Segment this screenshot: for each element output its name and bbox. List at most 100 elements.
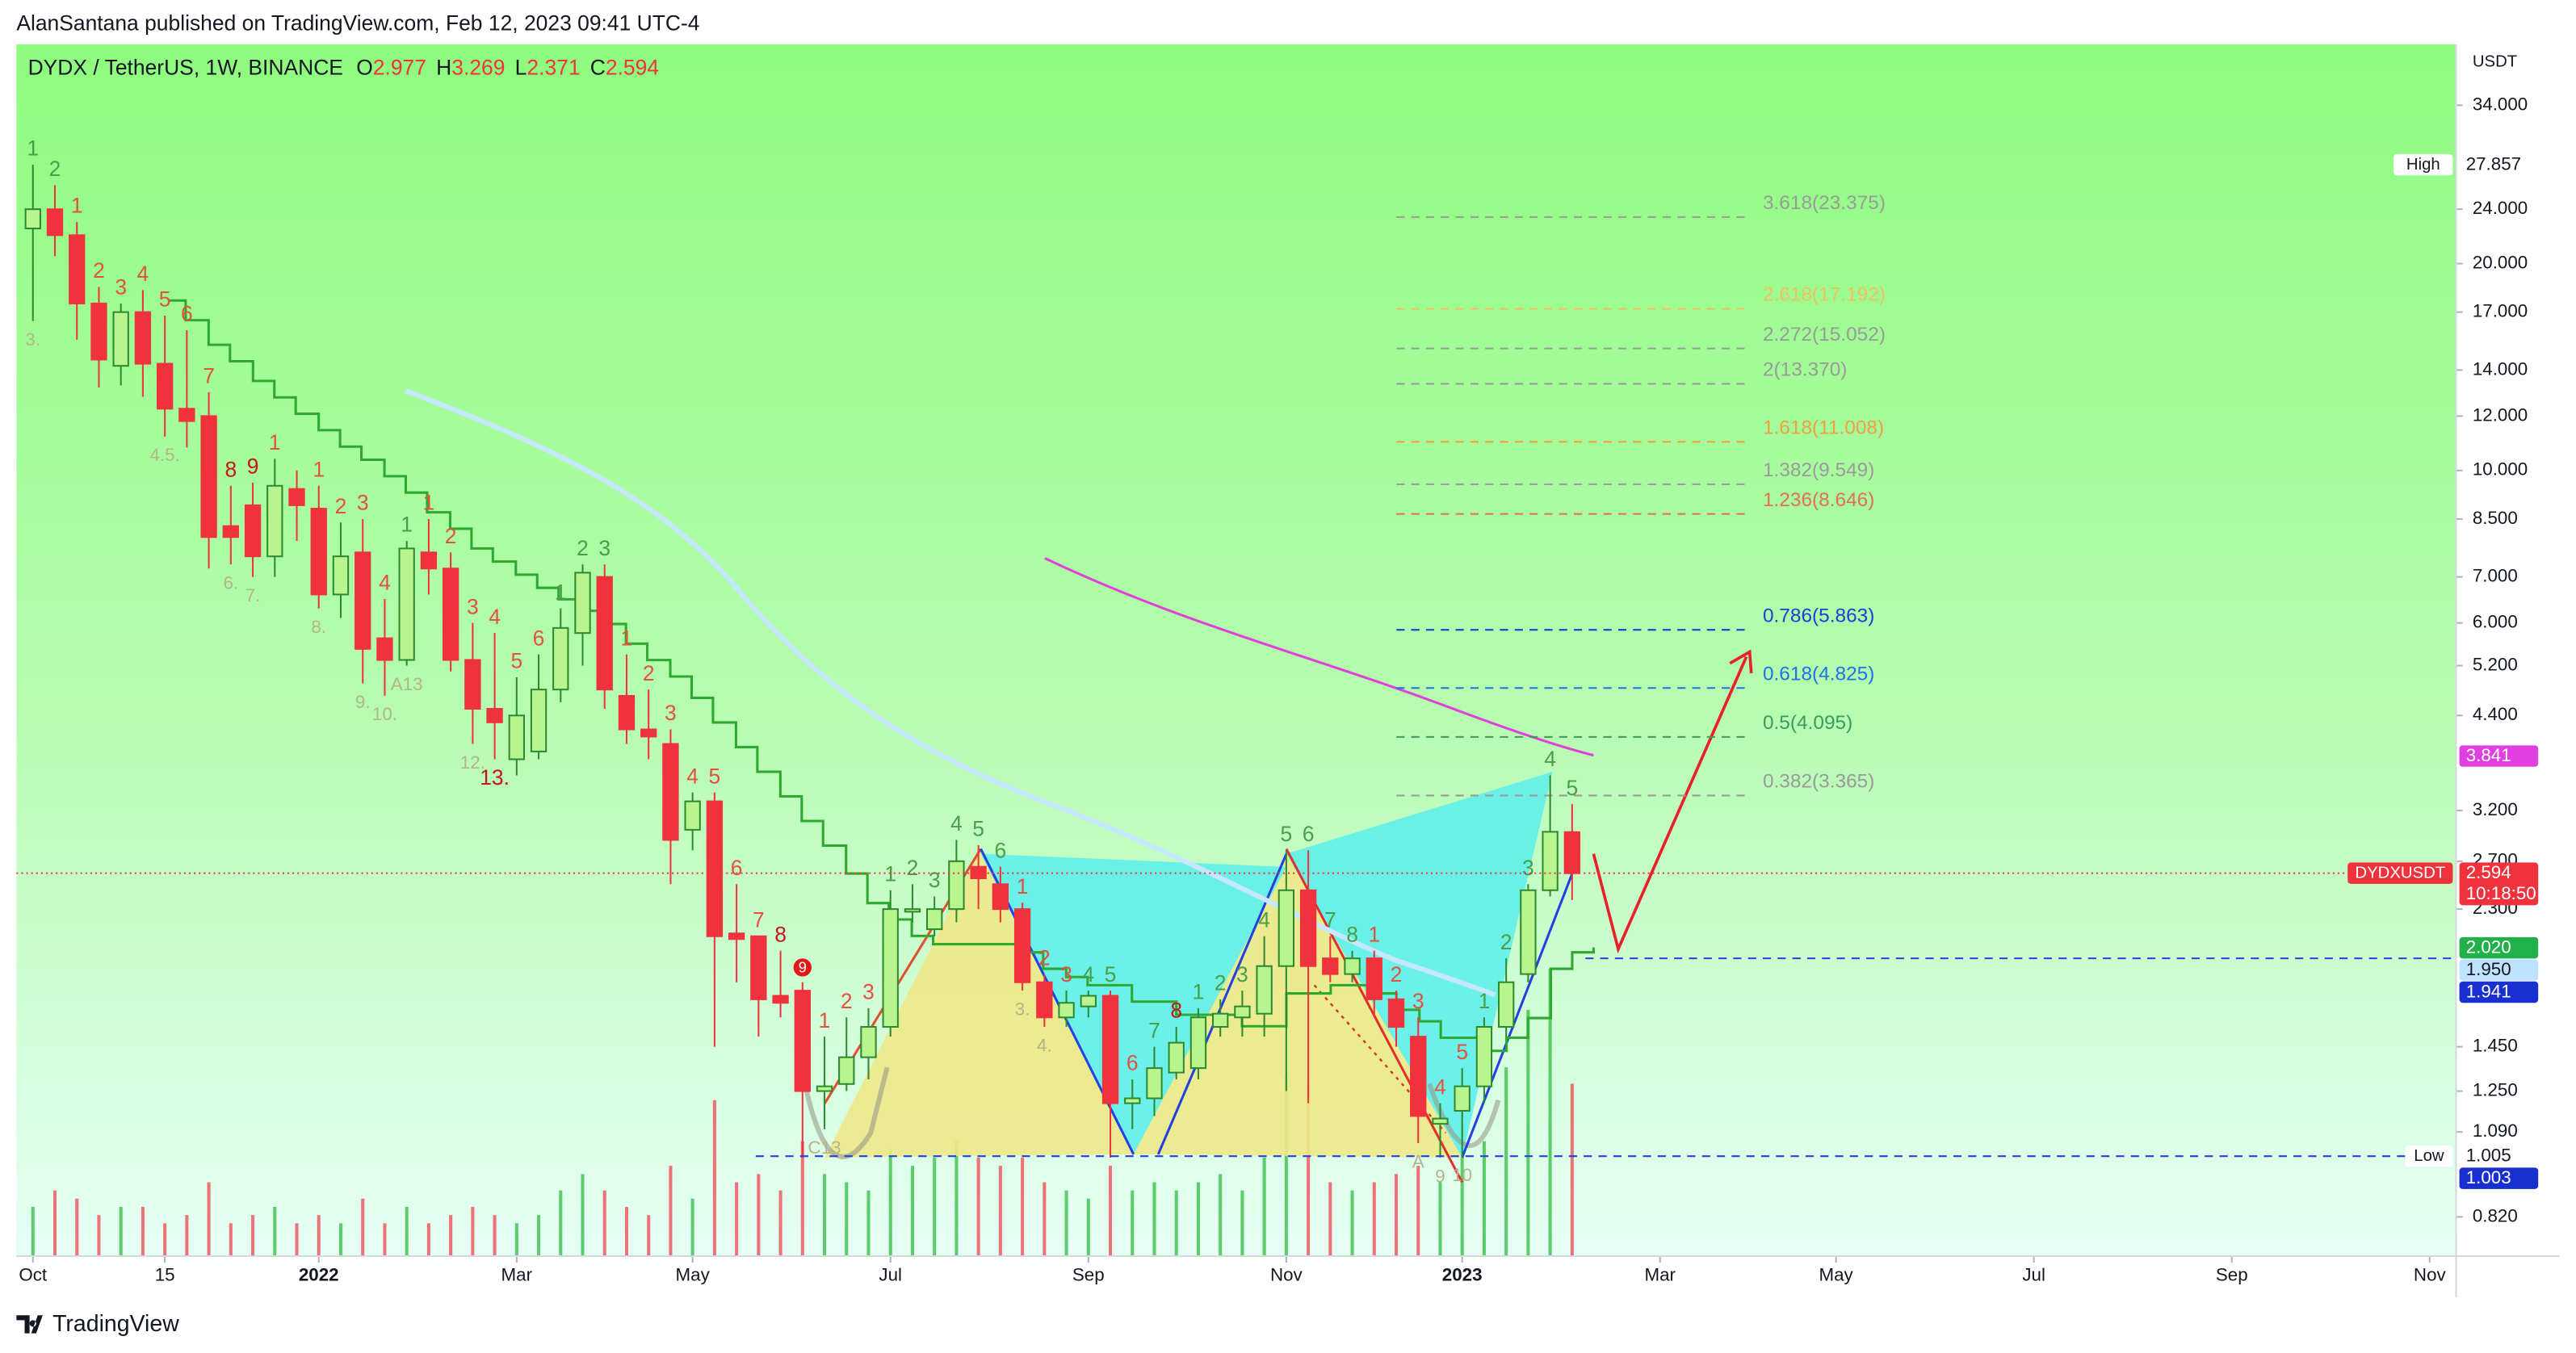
logo bbox=[16, 1315, 43, 1334]
volume-bar bbox=[185, 1215, 189, 1256]
volume-bar bbox=[910, 1166, 914, 1256]
count-label: 1 bbox=[621, 626, 633, 650]
count-label: 6 bbox=[1303, 822, 1315, 846]
candle-body bbox=[1234, 1005, 1251, 1019]
count-label: 5 bbox=[709, 764, 721, 788]
fib-label: 0.382(3.365) bbox=[1763, 771, 1874, 793]
count-label: 6 bbox=[731, 856, 743, 880]
volume-bar bbox=[229, 1223, 233, 1256]
count-label: 1 bbox=[884, 861, 896, 886]
volume-bar bbox=[1394, 1174, 1399, 1256]
volume-bar bbox=[163, 1223, 167, 1256]
candle-body bbox=[772, 995, 789, 1004]
volume-bar bbox=[735, 1182, 739, 1256]
count-label: 3 bbox=[1236, 962, 1248, 986]
candle-body bbox=[904, 908, 921, 913]
volume-bar bbox=[31, 1206, 35, 1256]
pattern-fill bbox=[1286, 771, 1553, 1158]
count-label: 4 bbox=[379, 571, 391, 595]
volume-bar bbox=[669, 1166, 673, 1256]
count-label: 5 bbox=[510, 649, 522, 673]
candle-body bbox=[794, 990, 811, 1092]
count-label: 10 bbox=[1452, 1165, 1472, 1185]
count-label: 1 bbox=[423, 491, 435, 515]
count-label: 3 bbox=[357, 491, 369, 515]
candle-body bbox=[398, 547, 415, 661]
count-label: 2 bbox=[643, 661, 655, 685]
moving-average bbox=[405, 388, 1496, 998]
volume-bar bbox=[1570, 1083, 1574, 1256]
candle-body bbox=[464, 659, 481, 710]
price-tag bbox=[2459, 936, 2539, 959]
volume-bar bbox=[338, 1223, 343, 1256]
wave-line bbox=[1156, 853, 1288, 1155]
fib-label: 2(13.370) bbox=[1763, 359, 1847, 381]
candle-body bbox=[728, 932, 745, 940]
candle-body bbox=[552, 626, 569, 691]
volume-bar bbox=[976, 1157, 980, 1256]
count-label: 1 bbox=[1368, 922, 1380, 946]
y-tick-label: 1.090 bbox=[2473, 1121, 2518, 1141]
volume-bar bbox=[75, 1198, 79, 1256]
volume-bar bbox=[52, 1190, 57, 1256]
candle-body bbox=[838, 1056, 855, 1085]
candle-body bbox=[1344, 957, 1361, 975]
volume-bar bbox=[1372, 1182, 1376, 1256]
volume-bar bbox=[1284, 1075, 1288, 1256]
volume-bar bbox=[1174, 1190, 1178, 1256]
count-label: 7 bbox=[1324, 907, 1336, 932]
price-tag-name-label: Low bbox=[2414, 1147, 2444, 1165]
count-label: 6 bbox=[181, 302, 193, 326]
count-label: 3 bbox=[1060, 962, 1072, 986]
count-badge bbox=[793, 958, 812, 977]
price-tag-label: 1.005 bbox=[2466, 1146, 2511, 1166]
candle-body bbox=[750, 935, 767, 1000]
count-label: 3 bbox=[862, 980, 875, 1004]
count-label: 1 bbox=[1017, 874, 1029, 899]
candle-body bbox=[355, 551, 371, 650]
count-label: 1 bbox=[27, 136, 39, 161]
count-label: 6 bbox=[995, 838, 1007, 862]
count-label: 12. bbox=[460, 752, 485, 773]
x-tick-label: Sep bbox=[1072, 1264, 1105, 1284]
candle-body bbox=[508, 714, 525, 760]
candle-body bbox=[1366, 957, 1382, 1000]
count-label: 4 bbox=[950, 811, 963, 836]
count-label: 3 bbox=[1522, 856, 1534, 880]
candle-body bbox=[1432, 1117, 1449, 1125]
count-label: 9 bbox=[1435, 1166, 1445, 1186]
count-label: 5 bbox=[1456, 1040, 1468, 1064]
candle-body bbox=[112, 311, 129, 367]
x-tick-label: Mar bbox=[1645, 1264, 1676, 1284]
candle-body bbox=[1146, 1067, 1163, 1100]
candle-body bbox=[706, 800, 724, 937]
volume-bar bbox=[119, 1206, 123, 1256]
volume-bar bbox=[1131, 1190, 1135, 1256]
volume-bar bbox=[998, 1166, 1002, 1256]
candle-body bbox=[1212, 1012, 1229, 1028]
count-label: 6. bbox=[224, 572, 239, 593]
count-label: 2 bbox=[49, 157, 61, 181]
volume-bar bbox=[581, 1174, 585, 1256]
logo-icon bbox=[16, 1315, 43, 1334]
y-tick-label: 34.000 bbox=[2473, 94, 2528, 114]
count-label: 2 bbox=[1391, 962, 1403, 986]
price-tag bbox=[2459, 1167, 2539, 1189]
candle-body bbox=[1454, 1085, 1471, 1112]
candle-body bbox=[1278, 889, 1295, 967]
volume-bar bbox=[800, 1141, 804, 1256]
candle-body bbox=[992, 883, 1009, 911]
count-label: 3 bbox=[115, 275, 127, 300]
volume-bar bbox=[1350, 1190, 1354, 1256]
volume-bar bbox=[97, 1215, 101, 1256]
candle-body bbox=[1058, 1002, 1075, 1019]
y-tick-label: 4.400 bbox=[2473, 704, 2518, 724]
chart-title-line: DYDX / TetherUS, 1W, BINANCE O2.977 H3.269… bbox=[28, 55, 659, 79]
volume-bar bbox=[647, 1215, 651, 1256]
volume-bar bbox=[1064, 1190, 1068, 1256]
x-tick-label: Sep bbox=[2216, 1264, 2248, 1284]
count-label: C13 bbox=[808, 1137, 841, 1158]
count-label: 2 bbox=[577, 536, 589, 560]
y-tick-label: 24.000 bbox=[2473, 198, 2528, 218]
